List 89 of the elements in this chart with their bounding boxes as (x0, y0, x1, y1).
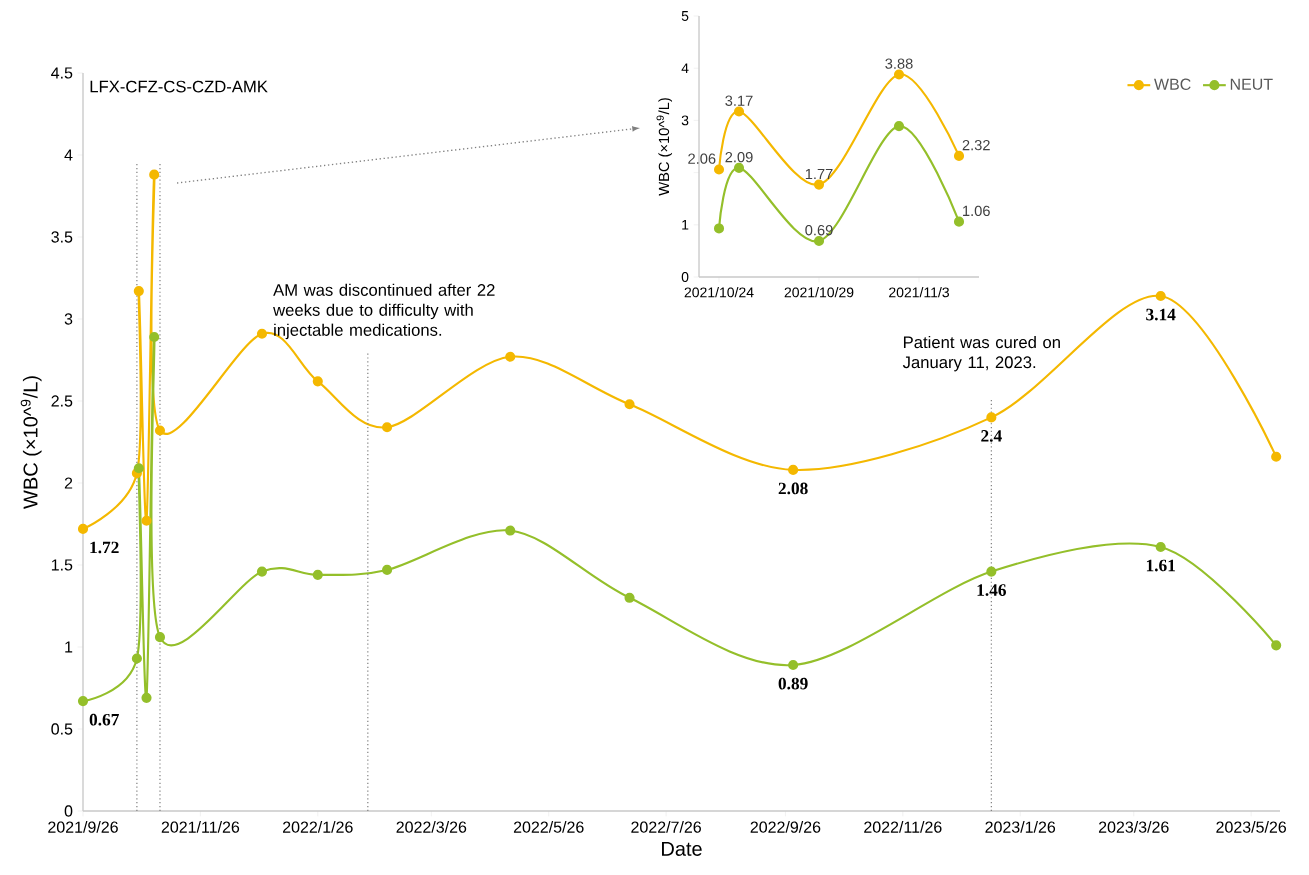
x-tick-label: 2022/11/26 (864, 821, 942, 833)
point (986, 566, 997, 577)
point (382, 564, 393, 575)
point (505, 525, 516, 536)
point (149, 169, 160, 180)
y-tick-label: 1 (682, 219, 689, 230)
y-axis-title: WBC (×10^$^{9}$/L) (20, 376, 42, 509)
point (893, 121, 905, 132)
x-tick-label: 2022/7/26 (631, 821, 701, 833)
point (133, 463, 144, 474)
data-label: 1.61 (1146, 559, 1175, 572)
data-label: 1.72 (90, 541, 119, 554)
point (312, 376, 323, 387)
point (813, 179, 825, 190)
y-tick-label: 2.5 (51, 395, 73, 407)
point (312, 569, 323, 580)
y-tick-label: 2 (64, 477, 73, 489)
point (788, 464, 799, 475)
legend-label: WBC (1154, 78, 1191, 90)
point (1155, 290, 1166, 302)
data-label: 1.77 (805, 168, 833, 179)
y-axis-title: WBC (×10^$^{9}$/L) (656, 98, 673, 196)
point (505, 351, 516, 362)
x-tick-label: 2021/10/24 (684, 287, 754, 298)
point (813, 235, 825, 247)
x-tick-label: 2021/9/26 (48, 821, 118, 833)
point (149, 331, 160, 343)
point (382, 422, 393, 433)
data-label: 0.89 (778, 677, 808, 690)
point (953, 150, 965, 161)
y-tick-label: 0 (681, 272, 689, 282)
data-label: 1.46 (977, 584, 1006, 596)
data-label: 3.14 (1146, 308, 1176, 321)
x-tick-label: 2023/5/26 (1216, 821, 1287, 833)
point (256, 566, 268, 577)
x-tick-label: 2022/5/26 (513, 821, 584, 833)
y-tick-label: 3 (64, 313, 73, 325)
y-tick-label: 1 (65, 641, 73, 653)
data-label: 2.09 (725, 151, 753, 163)
y-tick-label: 3 (681, 115, 689, 126)
y-tick-label: 4 (64, 149, 73, 161)
x-tick-label: 2023/3/26 (1098, 821, 1169, 833)
data-label: 3.88 (885, 58, 913, 69)
x-tick-label: 2021/10/29 (784, 287, 854, 298)
y-tick-label: 0.5 (51, 723, 73, 735)
y-tick-label: 4 (681, 63, 689, 74)
point (733, 162, 745, 173)
legend-label: NEUT (1230, 78, 1273, 90)
point (141, 515, 152, 526)
point (77, 696, 89, 707)
point (154, 425, 166, 436)
x-tick-label: 2021/11/3 (889, 287, 950, 298)
x-tick-label: 2022/1/26 (282, 821, 353, 833)
point (713, 223, 725, 234)
point (893, 69, 905, 80)
point (154, 632, 166, 643)
data-label: 2.08 (778, 482, 808, 495)
y-tick-label: 0 (64, 805, 73, 817)
point (986, 412, 997, 423)
annotation: LFX-CFZ-CS-CZD-AMK (90, 80, 268, 93)
data-label: 0.67 (89, 713, 119, 726)
point (788, 659, 799, 671)
ref-line-label: AM was discontinued after 22 weeks due to difficulty with injectable medications. (273, 283, 495, 340)
x-tick-label: 2022/9/26 (750, 821, 821, 833)
x-tick-label: 2021/11/26 (161, 821, 240, 833)
point (256, 328, 268, 339)
data-label: 1.06 (963, 205, 990, 217)
point (133, 286, 144, 297)
point (624, 399, 635, 410)
point (953, 216, 965, 227)
y-tick-label: 4.5 (51, 67, 73, 79)
point (77, 523, 89, 534)
x-axis-title: Date (662, 841, 702, 856)
data-label: 2.06 (688, 153, 716, 164)
y-tick-label: 5 (681, 11, 689, 21)
x-tick-label: 2023/1/26 (985, 821, 1056, 833)
y-tick-label: 3.5 (51, 231, 73, 243)
x-tick-label: 2022/3/26 (396, 821, 467, 833)
point (624, 592, 635, 603)
point (131, 653, 142, 664)
data-label: 2.32 (962, 139, 990, 151)
point (141, 692, 152, 703)
ref-line-label: Patient was cured on January 11, 2023. (902, 335, 1060, 372)
point (733, 106, 745, 117)
data-label: 3.17 (725, 95, 753, 106)
point (713, 164, 725, 175)
data-label: 2.4 (981, 430, 1002, 442)
y-tick-label: 1.5 (51, 559, 73, 571)
point (1155, 541, 1166, 553)
